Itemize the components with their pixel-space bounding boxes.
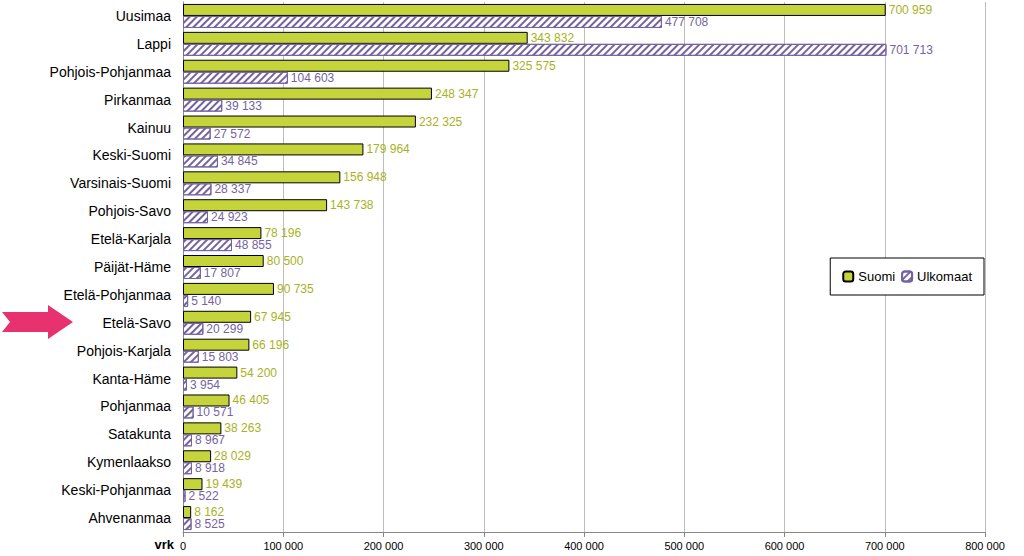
svg-text:Kanta-Häme: Kanta-Häme xyxy=(92,371,171,387)
svg-text:8 162: 8 162 xyxy=(194,505,225,520)
svg-text:Kainuu: Kainuu xyxy=(127,120,171,136)
svg-text:80 500: 80 500 xyxy=(267,254,304,268)
svg-text:700 959: 700 959 xyxy=(889,3,933,17)
svg-text:19 439: 19 439 xyxy=(205,477,243,492)
svg-text:Etelä-Pohjanmaa: Etelä-Pohjanmaa xyxy=(64,287,172,303)
svg-text:66 196: 66 196 xyxy=(252,338,289,352)
svg-text:Pohjois-Savo: Pohjois-Savo xyxy=(89,203,172,219)
svg-text:800 000: 800 000 xyxy=(965,540,1005,552)
svg-text:20 299: 20 299 xyxy=(206,322,243,336)
svg-text:700 000: 700 000 xyxy=(865,540,905,552)
svg-text:500 000: 500 000 xyxy=(664,540,704,552)
svg-text:39 133: 39 133 xyxy=(225,99,262,113)
svg-text:Päijät-Häme: Päijät-Häme xyxy=(94,259,171,275)
svg-text:300 000: 300 000 xyxy=(464,540,504,552)
svg-text:Ulkomaat: Ulkomaat xyxy=(917,269,972,284)
svg-text:28 029: 28 029 xyxy=(214,449,251,464)
svg-text:24 923: 24 923 xyxy=(211,210,248,224)
svg-text:27 572: 27 572 xyxy=(214,127,251,141)
svg-text:Kymenlaakso: Kymenlaakso xyxy=(87,454,171,470)
svg-text:232 325: 232 325 xyxy=(419,115,463,129)
svg-text:38 263: 38 263 xyxy=(224,421,261,435)
svg-text:28 337: 28 337 xyxy=(214,182,251,196)
svg-text:Uusimaa: Uusimaa xyxy=(116,8,171,24)
svg-text:8 967: 8 967 xyxy=(195,433,225,447)
svg-text:100 000: 100 000 xyxy=(263,540,303,552)
svg-text:104 603: 104 603 xyxy=(291,71,335,85)
svg-text:Lappi: Lappi xyxy=(137,36,171,52)
svg-text:179 964: 179 964 xyxy=(366,142,410,156)
svg-text:2 522: 2 522 xyxy=(189,489,219,503)
svg-text:46 405: 46 405 xyxy=(233,393,270,407)
svg-text:17 807: 17 807 xyxy=(204,266,241,280)
svg-text:Pohjanmaa: Pohjanmaa xyxy=(100,398,171,414)
svg-text:Suomi: Suomi xyxy=(858,269,895,284)
svg-text:Ahvenanmaa: Ahvenanmaa xyxy=(88,510,171,526)
svg-text:248 347: 248 347 xyxy=(435,87,479,101)
svg-text:343 832: 343 832 xyxy=(531,31,575,45)
svg-text:600 000: 600 000 xyxy=(765,540,805,552)
svg-text:10 571: 10 571 xyxy=(197,405,234,419)
svg-text:78 196: 78 196 xyxy=(264,226,302,241)
svg-text:200 000: 200 000 xyxy=(364,540,404,552)
svg-text:15 803: 15 803 xyxy=(202,350,239,364)
svg-text:0: 0 xyxy=(180,540,186,552)
svg-text:143 738: 143 738 xyxy=(330,198,374,212)
svg-text:Keski-Suomi: Keski-Suomi xyxy=(92,147,171,163)
svg-text:67 945: 67 945 xyxy=(254,310,291,324)
svg-text:Etelä-Savo: Etelä-Savo xyxy=(103,315,172,331)
svg-text:156 948: 156 948 xyxy=(343,170,387,184)
svg-text:90 735: 90 735 xyxy=(277,282,314,296)
svg-text:Varsinais-Suomi: Varsinais-Suomi xyxy=(70,175,171,191)
svg-text:Pohjois-Pohjanmaa: Pohjois-Pohjanmaa xyxy=(50,64,172,80)
svg-text:5 140: 5 140 xyxy=(191,294,221,308)
svg-text:vrk: vrk xyxy=(155,537,175,552)
svg-text:701 713: 701 713 xyxy=(889,43,933,57)
svg-text:34 845: 34 845 xyxy=(221,154,258,168)
svg-text:477 708: 477 708 xyxy=(665,15,709,29)
svg-text:Keski-Pohjanmaa: Keski-Pohjanmaa xyxy=(61,482,171,498)
svg-text:325 575: 325 575 xyxy=(512,59,556,73)
svg-text:400 000: 400 000 xyxy=(564,540,604,552)
svg-text:54 200: 54 200 xyxy=(240,366,277,380)
svg-text:8 918: 8 918 xyxy=(195,461,225,475)
svg-text:Pohjois-Karjala: Pohjois-Karjala xyxy=(77,343,171,359)
svg-text:Satakunta: Satakunta xyxy=(108,426,171,442)
svg-text:8 525: 8 525 xyxy=(195,517,225,531)
svg-text:3 954: 3 954 xyxy=(190,378,220,392)
svg-text:Pirkanmaa: Pirkanmaa xyxy=(104,92,171,108)
svg-text:Etelä-Karjala: Etelä-Karjala xyxy=(91,231,171,247)
svg-text:48 855: 48 855 xyxy=(235,238,272,252)
